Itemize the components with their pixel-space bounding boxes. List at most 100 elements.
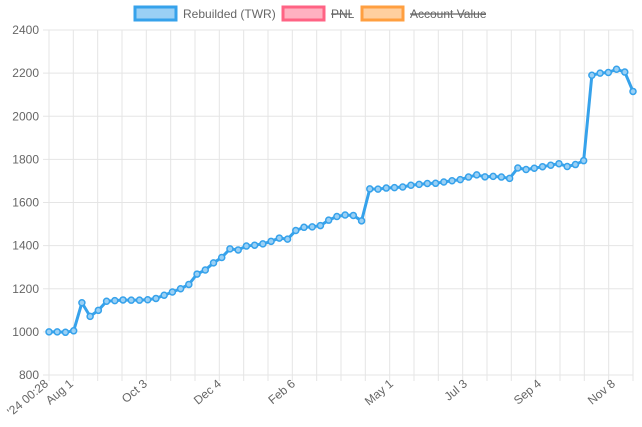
data-point[interactable] (292, 226, 300, 235)
data-point[interactable] (588, 71, 596, 80)
data-point[interactable] (456, 175, 465, 184)
legend: Rebuilded (TWR) PNL Account Value (133, 5, 487, 22)
data-point[interactable] (505, 174, 514, 183)
data-point[interactable] (127, 296, 136, 304)
data-point[interactable] (324, 216, 333, 224)
legend-swatch-account-value (360, 5, 405, 22)
data-point[interactable] (604, 68, 613, 77)
data-point[interactable] (538, 162, 547, 171)
data-point[interactable] (563, 162, 571, 171)
y-tick-label: 1800 (12, 152, 39, 166)
data-point[interactable] (185, 280, 193, 289)
data-point[interactable] (497, 173, 506, 181)
x-tick-label: May 1 (362, 376, 396, 408)
data-point[interactable] (69, 327, 78, 335)
x-tick-label: Oct 3 (119, 376, 150, 405)
series-layer (45, 65, 637, 337)
data-point[interactable] (349, 211, 358, 220)
data-point[interactable] (152, 294, 160, 303)
data-point[interactable] (193, 270, 201, 278)
data-point[interactable] (440, 178, 448, 186)
data-point[interactable] (250, 241, 259, 249)
data-point[interactable] (168, 288, 177, 296)
legend-item-account-value[interactable]: Account Value (360, 5, 487, 22)
legend-swatch-twr (133, 5, 178, 22)
grid (43, 29, 634, 381)
data-point[interactable] (226, 245, 234, 253)
y-tick-label: 1000 (12, 325, 39, 339)
data-point[interactable] (86, 312, 94, 321)
y-tick-label: 2400 (12, 23, 39, 37)
data-point[interactable] (489, 172, 497, 181)
data-point[interactable] (415, 180, 423, 189)
data-point[interactable] (267, 237, 275, 246)
data-point[interactable] (242, 242, 251, 250)
data-point[interactable] (275, 234, 284, 242)
y-tick-label: 2200 (12, 66, 39, 80)
data-point[interactable] (119, 296, 127, 304)
data-point[interactable] (53, 328, 61, 336)
data-point[interactable] (357, 217, 366, 225)
data-point[interactable] (209, 259, 218, 267)
data-point[interactable] (61, 328, 70, 337)
data-point[interactable] (481, 173, 489, 181)
data-point[interactable] (530, 164, 539, 172)
legend-swatch-pnl (281, 5, 326, 22)
data-point[interactable] (448, 176, 456, 185)
data-point[interactable] (464, 173, 473, 181)
x-tick-label: Nov 8 (585, 376, 618, 407)
data-point[interactable] (522, 165, 530, 174)
data-point[interactable] (143, 295, 152, 304)
data-point[interactable] (78, 299, 86, 307)
x-tick-label: Aug 1 (43, 376, 76, 407)
y-tick-label: 2000 (12, 109, 39, 123)
data-point[interactable] (176, 285, 185, 293)
data-point[interactable] (160, 291, 168, 299)
y-tick-label: 1600 (12, 196, 39, 210)
x-tick-label: Jul 3 (442, 376, 471, 403)
y-tick-label: 1400 (12, 239, 39, 253)
data-point[interactable] (423, 179, 432, 188)
data-point[interactable] (94, 306, 103, 315)
legend-item-pnl[interactable]: PNL (281, 5, 355, 22)
data-point[interactable] (111, 296, 119, 305)
data-point[interactable] (398, 183, 407, 191)
data-point[interactable] (390, 183, 399, 192)
data-point[interactable] (612, 65, 621, 73)
data-point[interactable] (341, 211, 349, 219)
data-point[interactable] (629, 87, 637, 96)
data-point[interactable] (316, 221, 325, 230)
data-point[interactable] (546, 161, 555, 169)
data-point[interactable] (374, 185, 382, 193)
data-point[interactable] (234, 246, 242, 254)
data-point[interactable] (102, 297, 111, 306)
data-point[interactable] (366, 185, 374, 193)
data-point[interactable] (579, 156, 588, 165)
legend-label-twr: Rebuilded (TWR) (183, 7, 276, 21)
data-point[interactable] (571, 160, 580, 169)
x-tick-label: Dec 4 (191, 376, 224, 407)
data-point[interactable] (407, 181, 415, 189)
data-point[interactable] (300, 223, 308, 232)
data-point[interactable] (382, 184, 390, 192)
data-point[interactable] (555, 159, 563, 168)
data-point[interactable] (217, 253, 226, 262)
y-tick-label: 1200 (12, 282, 39, 296)
data-point[interactable] (596, 69, 604, 77)
data-point[interactable] (45, 328, 53, 336)
data-point[interactable] (135, 296, 144, 304)
data-point[interactable] (621, 68, 629, 76)
data-point[interactable] (259, 240, 267, 248)
data-point[interactable] (283, 235, 292, 243)
data-point[interactable] (431, 179, 440, 188)
legend-item-twr[interactable]: Rebuilded (TWR) (133, 5, 276, 22)
data-point[interactable] (308, 223, 316, 231)
data-point[interactable] (201, 266, 210, 274)
x-tick-label: Sep 4 (511, 376, 544, 407)
data-point[interactable] (333, 212, 341, 221)
data-point[interactable] (472, 171, 481, 179)
y-tick-label: 800 (19, 368, 39, 382)
data-point[interactable] (514, 164, 522, 172)
